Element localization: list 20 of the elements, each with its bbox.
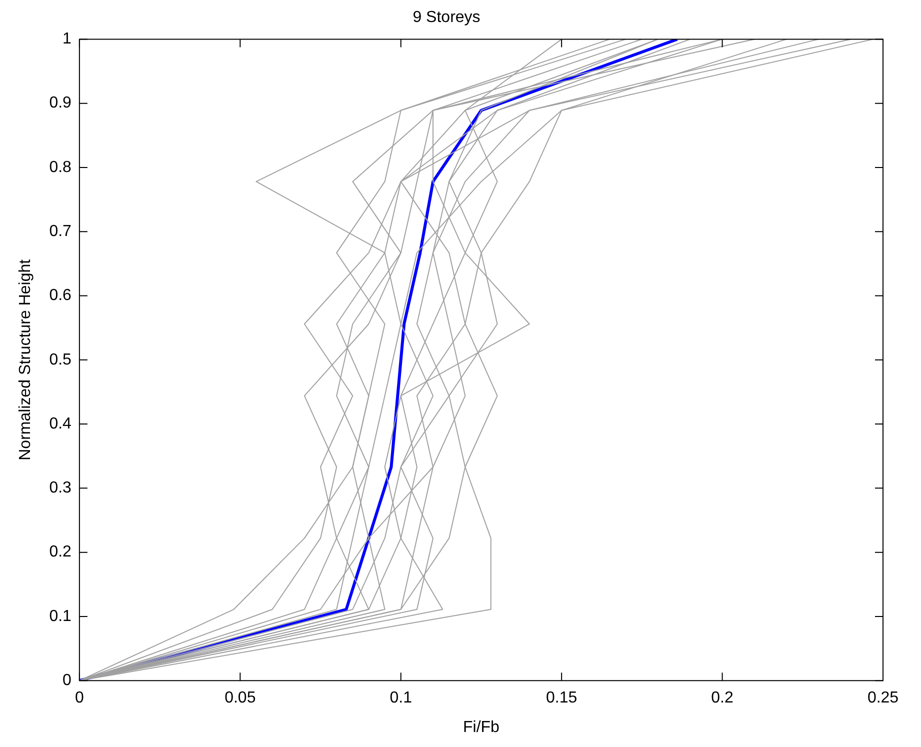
chart-title: 9 Storeys	[412, 9, 480, 26]
y-tick-label: 0.4	[49, 415, 72, 432]
y-axis-title: Normalized Structure Height	[17, 258, 34, 460]
y-tick-label: 1	[62, 30, 72, 48]
y-tick-label: 0.5	[49, 351, 72, 368]
y-tick-label: 0.1	[49, 608, 72, 625]
x-tick-label: 0.15	[546, 690, 578, 707]
y-tick-label: 0.2	[49, 544, 72, 561]
y-tick-label: 0.6	[49, 287, 72, 304]
y-tick-label: 0.9	[49, 94, 72, 112]
y-tick-label: 0.3	[49, 480, 72, 497]
y-tick-label: 0	[62, 672, 72, 690]
x-tick-label: 0.05	[224, 690, 256, 707]
y-tick-label: 0.8	[49, 158, 72, 176]
x-tick-label: 0.2	[711, 690, 734, 707]
x-tick-label: 0.1	[390, 690, 412, 707]
x-tick-label: 0	[74, 690, 84, 707]
x-axis-title: Fi/Fb	[462, 718, 500, 736]
x-tick-label: 0.25	[867, 690, 899, 707]
y-tick-label: 0.7	[49, 223, 72, 240]
